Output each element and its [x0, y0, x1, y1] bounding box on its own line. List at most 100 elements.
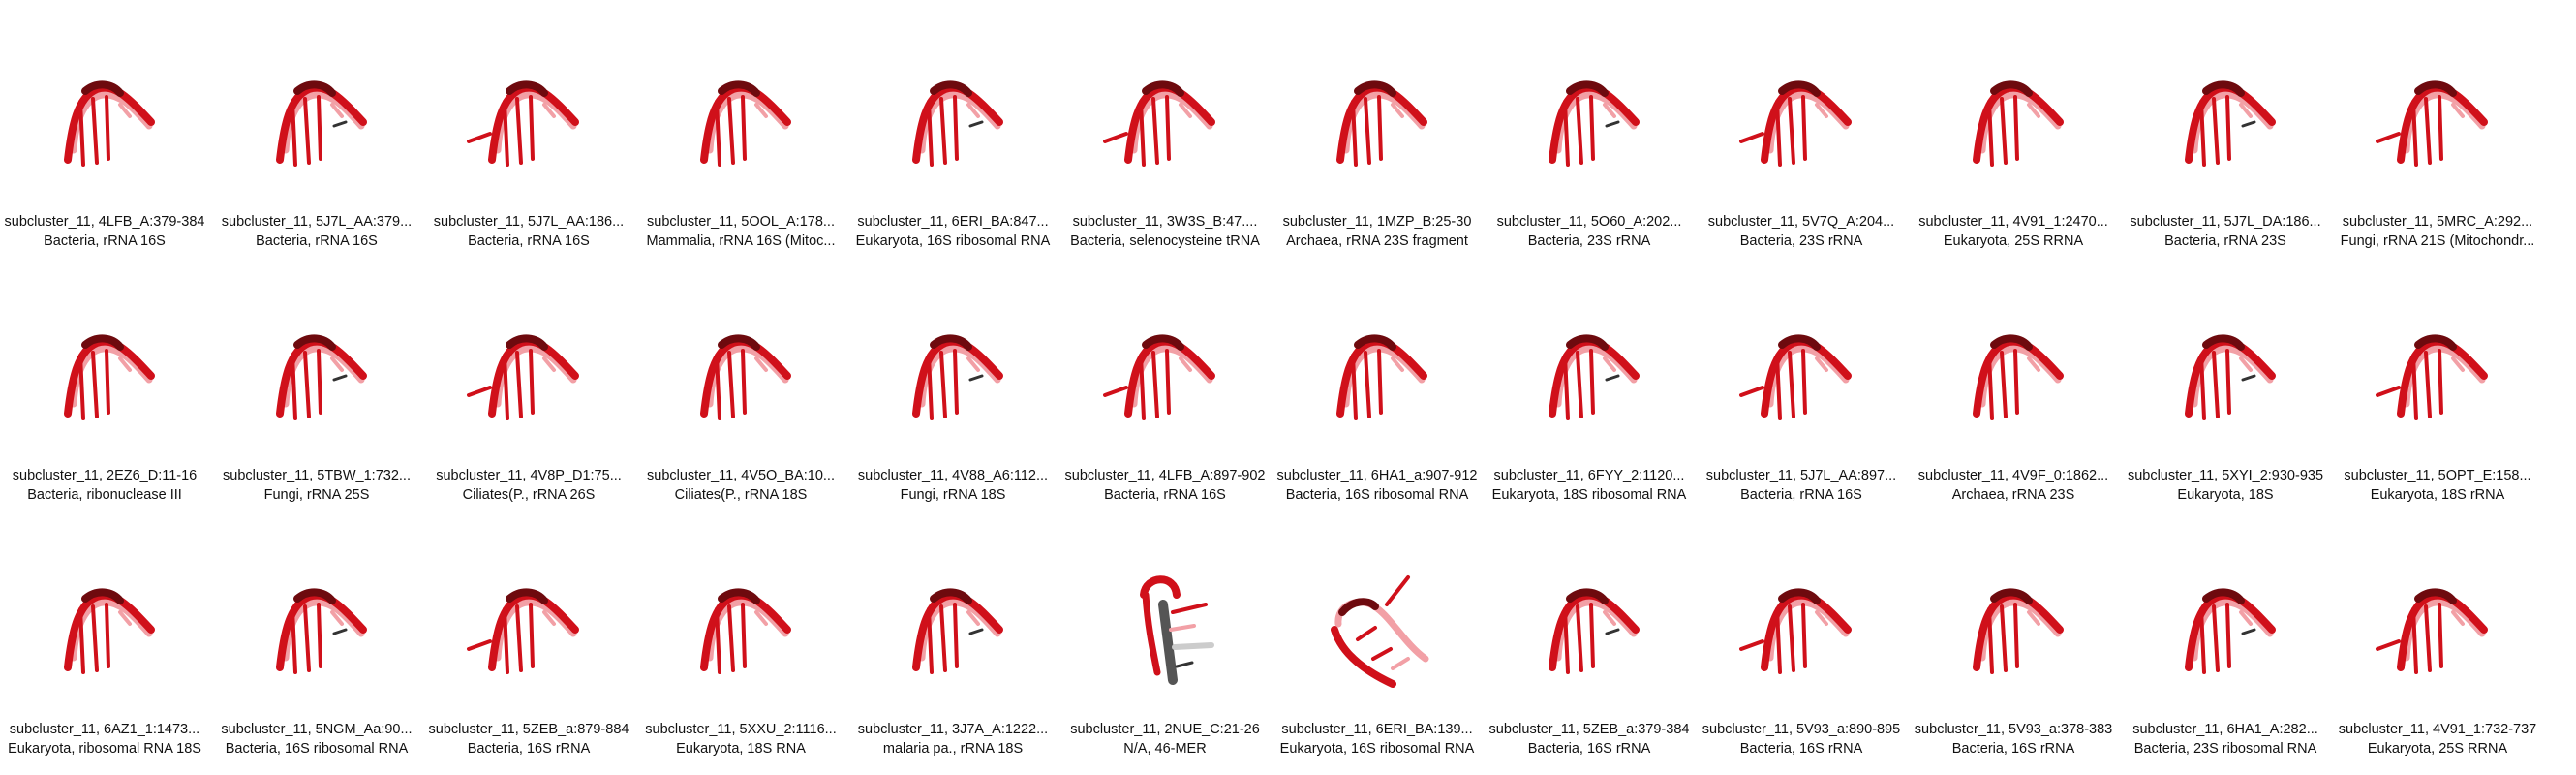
structure-card: subcluster_11, 5TBW_1:732... Fungi, rRNA … [212, 254, 421, 506]
structure-subtitle: N/A, 46-MER [1123, 741, 1207, 757]
structure-card: subcluster_11, 5J7L_AA:186... Bacteria, r… [424, 0, 633, 252]
structure-subtitle: Eukaryota, 18S ribosomal RNA [1491, 487, 1687, 503]
structure-title: subcluster_11, 4LFB_A:379-384 [4, 214, 205, 230]
structure-subtitle: Bacteria, rRNA 16S [468, 233, 590, 249]
structure-card: subcluster_11, 5NGM_Aa:90... Bacteria, 16… [212, 508, 421, 760]
structure-card: subcluster_11, 6ERI_BA:139... Eukaryota, … [1273, 508, 1482, 760]
structure-title: subcluster_11, 5V93_a:890-895 [1702, 722, 1901, 737]
structure-subtitle: Bacteria, 23S rRNA [1739, 233, 1863, 249]
structure-title: subcluster_11, 6ERI_BA:847... [857, 214, 1049, 230]
structure-subtitle: Eukaryota, 18S [2177, 487, 2274, 503]
structure-card: subcluster_11, 4V91_1:732-737 Eukaryota, … [2333, 508, 2542, 760]
structure-title: subcluster_11, 5NGM_Aa:90... [221, 722, 413, 737]
structure-card: subcluster_11, 5V7Q_A:204... Bacteria, 23… [1697, 0, 1906, 252]
structure-subtitle: Bacteria, 23S ribosomal RNA [2133, 741, 2317, 757]
structure-card: subcluster_11, 4LFB_A:897-902 Bacteria, r… [1060, 254, 1270, 506]
structure-title: subcluster_11, 3J7A_A:1222... [857, 722, 1049, 737]
structure-title: subcluster_11, 5OOL_A:178... [647, 214, 835, 230]
structure-card: subcluster_11, 5V93_a:378-383 Bacteria, 1… [1909, 508, 2118, 760]
structure-subtitle: Bacteria, rRNA 16S [44, 233, 166, 249]
structure-card: subcluster_11, 4V88_A6:112... Fungi, rRNA… [848, 254, 1058, 506]
structure-card: subcluster_11, 4LFB_A:379-384 Bacteria, r… [0, 0, 209, 252]
structure-card: subcluster_11, 1MZP_B:25-30 Archaea, rRNA… [1273, 0, 1482, 252]
structure-title: subcluster_11, 6HA1_a:907-912 [1276, 468, 1478, 483]
structure-title: subcluster_11, 5J7L_AA:897... [1705, 468, 1897, 483]
structure-card: subcluster_11, 6FYY_2:1120... Eukaryota, … [1485, 254, 1694, 506]
structure-card: subcluster_11, 5J7L_DA:186... Bacteria, r… [2121, 0, 2330, 252]
structure-title: subcluster_11, 4V8P_D1:75... [436, 468, 622, 483]
structure-subtitle: Fungi, rRNA 21S (Mitochondr... [2340, 233, 2535, 249]
structure-card: subcluster_11, 5J7L_AA:897... Bacteria, r… [1697, 254, 1906, 506]
structure-subtitle: Eukaryota, 16S ribosomal RNA [855, 233, 1051, 249]
structure-subtitle: Bacteria, rRNA 16S [1740, 487, 1862, 503]
structure-title: subcluster_11, 5ZEB_a:379-384 [1488, 722, 1690, 737]
structure-card: subcluster_11, 5XXU_2:1116... Eukaryota, … [636, 508, 845, 760]
structure-subtitle: Eukaryota, 25S RRNA [2367, 741, 2508, 757]
structure-subtitle: Eukaryota, 18S RNA [676, 741, 806, 757]
structure-card: subcluster_11, 6ERI_BA:847... Eukaryota, … [848, 0, 1058, 252]
structure-subtitle: Bacteria, rRNA 16S [256, 233, 378, 249]
structure-title: subcluster_11, 4LFB_A:897-902 [1064, 468, 1266, 483]
structure-subtitle: Archaea, rRNA 23S fragment [1286, 233, 1468, 249]
structure-card: subcluster_11, 4V5O_BA:10... Ciliates(P.,… [636, 254, 845, 506]
structure-subtitle: Bacteria, selenocysteine tRNA [1070, 233, 1260, 249]
structure-title: subcluster_11, 6HA1_A:282... [2132, 722, 2318, 737]
structure-subtitle: malaria pa., rRNA 18S [882, 741, 1024, 757]
structure-card: subcluster_11, 4V8P_D1:75... Ciliates(P.,… [424, 254, 633, 506]
structure-card: subcluster_11, 5MRC_A:292... Fungi, rRNA … [2333, 0, 2542, 252]
structure-subtitle: Bacteria, rRNA 23S [2164, 233, 2286, 249]
structure-title: subcluster_11, 6AZ1_1:1473... [9, 722, 200, 737]
structure-card: subcluster_11, 5O60_A:202... Bacteria, 23… [1485, 0, 1694, 252]
structure-card: subcluster_11, 6HA1_a:907-912 Bacteria, 1… [1273, 254, 1482, 506]
structure-title: subcluster_11, 1MZP_B:25-30 [1282, 214, 1472, 230]
structure-title: subcluster_11, 3W3S_B:47.... [1072, 214, 1258, 230]
structure-card: subcluster_11, 6AZ1_1:1473... Eukaryota, … [0, 508, 209, 760]
structure-title: subcluster_11, 4V91_1:732-737 [2338, 722, 2537, 737]
structure-title: subcluster_11, 2NUE_C:21-26 [1070, 722, 1260, 737]
structure-subtitle: Fungi, rRNA 25S [263, 487, 370, 503]
structure-subtitle: Mammalia, rRNA 16S (Mitoc... [646, 233, 836, 249]
structure-card: subcluster_11, 3W3S_B:47.... Bacteria, se… [1060, 0, 1270, 252]
structure-subtitle: Ciliates(P., rRNA 26S [462, 487, 596, 503]
structure-subtitle: Eukaryota, 18S rRNA [2370, 487, 2505, 503]
structure-subtitle: Fungi, rRNA 18S [900, 487, 1006, 503]
structure-card: subcluster_11, 5J7L_AA:379... Bacteria, r… [212, 0, 421, 252]
structure-title: subcluster_11, 5ZEB_a:879-884 [428, 722, 629, 737]
structure-card: subcluster_11, 5OOL_A:178... Mammalia, rR… [636, 0, 845, 252]
structure-subtitle: Bacteria, 16S rRNA [1527, 741, 1651, 757]
structure-card: subcluster_11, 5XYI_2:930-935 Eukaryota, … [2121, 254, 2330, 506]
structure-title: subcluster_11, 4V5O_BA:10... [647, 468, 835, 483]
structure-title: subcluster_11, 5MRC_A:292... [2342, 214, 2533, 230]
structure-title: subcluster_11, 5J7L_AA:379... [221, 214, 413, 230]
structure-subtitle: Bacteria, ribonuclease III [27, 487, 182, 503]
structure-title: subcluster_11, 5XYI_2:930-935 [2127, 468, 2324, 483]
structure-card: subcluster_11, 5ZEB_a:379-384 Bacteria, 1… [1485, 508, 1694, 760]
structure-card: subcluster_11, 5ZEB_a:879-884 Bacteria, 1… [424, 508, 633, 760]
structure-title: subcluster_11, 4V88_A6:112... [857, 468, 1049, 483]
structure-subtitle: Bacteria, 16S rRNA [1951, 741, 2075, 757]
structure-subtitle: Bacteria, 16S rRNA [1739, 741, 1863, 757]
structure-subtitle: Bacteria, 23S rRNA [1527, 233, 1651, 249]
structure-card: subcluster_11, 5V93_a:890-895 Bacteria, 1… [1697, 508, 1906, 760]
structure-title: subcluster_11, 5V7Q_A:204... [1707, 214, 1895, 230]
structure-card: subcluster_11, 2EZ6_D:11-16 Bacteria, rib… [0, 254, 209, 506]
structure-subtitle: Bacteria, rRNA 16S [1104, 487, 1226, 503]
structure-title: subcluster_11, 6ERI_BA:139... [1281, 722, 1473, 737]
structure-card: subcluster_11, 5OPT_E:158... Eukaryota, 1… [2333, 254, 2542, 506]
structure-title: subcluster_11, 5XXU_2:1116... [645, 722, 837, 737]
structure-subtitle: Bacteria, 16S ribosomal RNA [1285, 487, 1469, 503]
structure-card: subcluster_11, 3J7A_A:1222...malaria pa.… [848, 508, 1058, 760]
structure-title: subcluster_11, 5J7L_DA:186... [2130, 214, 2321, 230]
structure-subtitle: Bacteria, 16S ribosomal RNA [225, 741, 409, 757]
structure-title: subcluster_11, 5J7L_AA:186... [433, 214, 625, 230]
structure-title: subcluster_11, 6FYY_2:1120... [1493, 468, 1685, 483]
structure-title: subcluster_11, 5O60_A:202... [1496, 214, 1682, 230]
structure-title: subcluster_11, 5OPT_E:158... [2344, 468, 2531, 483]
structure-subtitle: Archaea, rRNA 23S [1951, 487, 2075, 503]
structure-title: subcluster_11, 5V93_a:378-383 [1914, 722, 2113, 737]
structure-card: subcluster_11, 2NUE_C:21-26 N/A, 46-MER [1060, 508, 1270, 760]
structure-subtitle: Ciliates(P., rRNA 18S [674, 487, 808, 503]
structure-subtitle: Eukaryota, ribosomal RNA 18S [8, 741, 201, 757]
structure-title: subcluster_11, 5TBW_1:732... [223, 468, 411, 483]
structure-card: subcluster_11, 4V91_1:2470... Eukaryota, … [1909, 0, 2118, 252]
